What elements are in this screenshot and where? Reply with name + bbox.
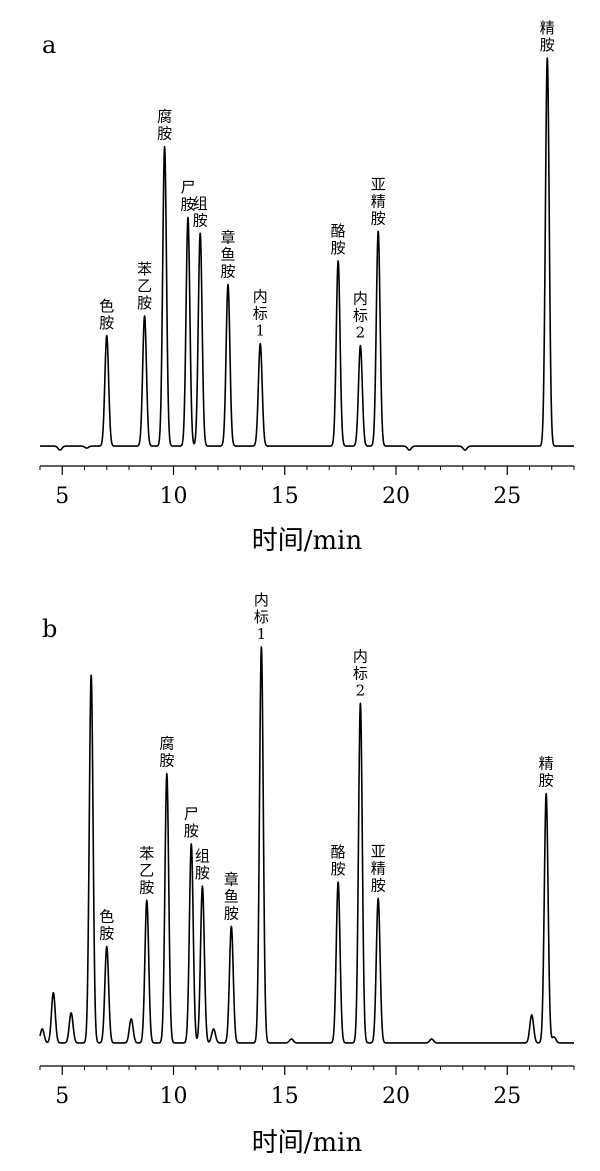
peak-label: 亚精胺 <box>371 842 386 894</box>
x-tick-label: 20 <box>382 1084 410 1109</box>
x-tick-label: 20 <box>382 484 410 509</box>
peak-label: 亚精胺 <box>371 175 386 227</box>
panel-letter-a: a <box>42 31 56 59</box>
x-tick-label: 10 <box>160 484 188 509</box>
peak-label: 章鱼胺 <box>221 229 236 281</box>
x-tick-label: 5 <box>55 1084 69 1109</box>
peak-label: 腐胺 <box>159 735 174 770</box>
peak-label: 色胺 <box>99 907 114 942</box>
x-tick-label: 5 <box>55 484 69 509</box>
x-tick-label: 10 <box>160 1084 188 1109</box>
peak-label: 内标 2 <box>353 290 368 342</box>
x-tick-label: 15 <box>271 484 299 509</box>
peak-label: 色胺 <box>99 297 114 332</box>
x-ticks-a: 5 10 15 20 25 <box>39 466 575 509</box>
peak-label: 精胺 <box>539 755 554 790</box>
peak-label: 酪胺 <box>331 843 346 878</box>
peak-label: 精胺 <box>540 19 555 54</box>
peak-label: 内标 1 <box>253 288 268 340</box>
chromatogram-trace-a <box>39 57 575 451</box>
peak-label: 苯乙胺 <box>139 844 154 896</box>
panel-letter-b: b <box>42 615 57 643</box>
peak-label: 组胺 <box>193 194 208 229</box>
peak-label: 酪胺 <box>331 222 346 257</box>
x-ticks-b: 5 10 15 20 25 <box>39 1066 575 1109</box>
peak-label: 内标 2 <box>353 647 368 699</box>
peak-label: 组胺 <box>195 847 210 882</box>
peak-label: 内标 1 <box>254 591 269 643</box>
peak-label: 尸胺 <box>184 805 199 840</box>
x-axis-label-a: 时间/min <box>252 526 363 556</box>
chromatogram-trace-b <box>39 646 575 1044</box>
peak-label: 腐胺 <box>157 108 172 143</box>
peak-label: 苯乙胺 <box>137 260 152 312</box>
x-tick-label: 15 <box>271 1084 299 1109</box>
peak-label: 尸胺 <box>180 179 195 214</box>
x-tick-label: 25 <box>493 484 521 509</box>
x-axis-label-b: 时间/min <box>252 1128 363 1158</box>
x-tick-label: 25 <box>493 1084 521 1109</box>
peak-label: 章鱼胺 <box>224 870 239 922</box>
